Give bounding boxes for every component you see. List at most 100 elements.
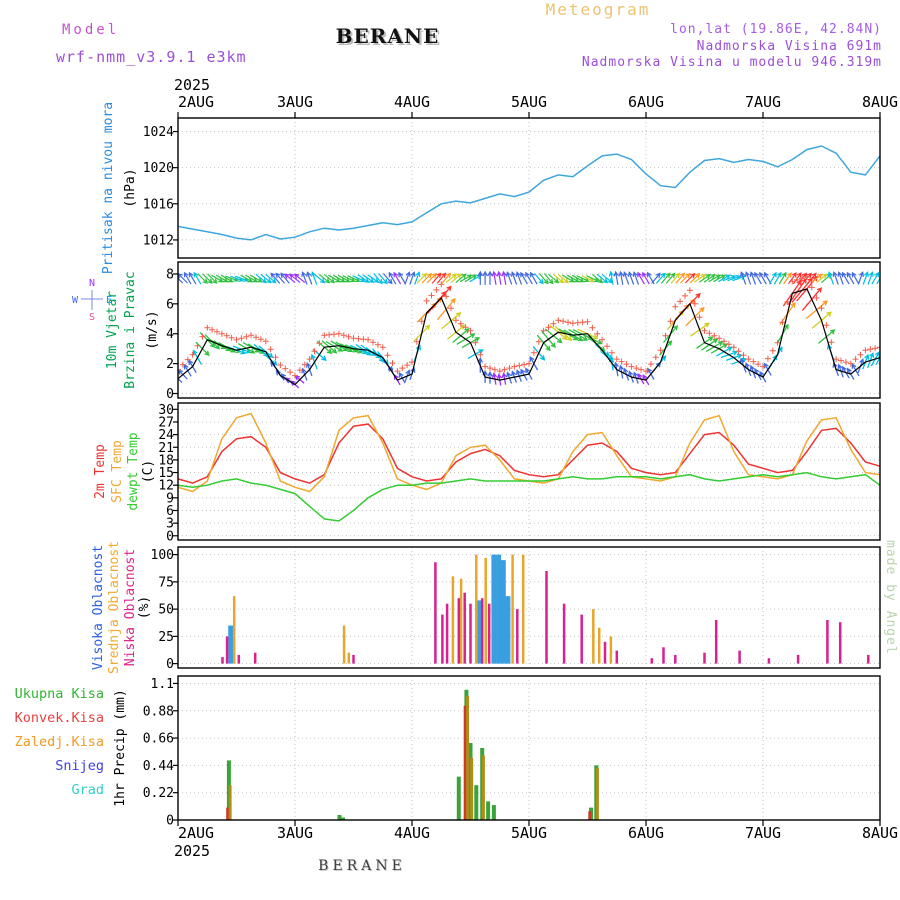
panel-label: 2m Temp — [93, 444, 108, 499]
y-tick-label: 0.66 — [143, 732, 174, 747]
wind-arrow — [749, 271, 757, 285]
y-tick-label: 1024 — [143, 125, 174, 140]
panel-label: dewpt Temp — [126, 432, 141, 510]
wind-border — [177, 261, 881, 399]
wind-arrow — [450, 273, 462, 284]
wind-arrow — [245, 274, 258, 283]
wind-arrow — [642, 271, 650, 285]
wind-arrow — [328, 274, 341, 283]
x-axis-top-label: 4AUG — [394, 93, 430, 111]
wind-arrow — [871, 271, 880, 285]
y-tick-label: 30 — [158, 403, 174, 418]
model-elevation-text: Nadmorska Visina u modelu 946.319m — [581, 55, 882, 70]
y-tick-label: 12 — [158, 479, 174, 494]
wind-arrow — [378, 273, 388, 285]
wind-arrow — [529, 271, 538, 285]
wind-arrow — [426, 272, 437, 284]
wind-arrow — [482, 270, 488, 285]
wind-arrow — [178, 375, 183, 384]
wind-arrow — [270, 272, 281, 284]
wind-arrow — [562, 274, 575, 283]
wind-arrow — [445, 273, 457, 284]
y-tick-label: 75 — [158, 575, 174, 590]
wind-arrow — [323, 273, 336, 284]
y-tick-label: 0 — [166, 657, 174, 672]
y-tick-label: 4 — [166, 327, 174, 342]
lonlat-text: lon,lat (19.86E, 42.84N) — [670, 22, 882, 37]
wind-panel: 0 2 4 6 8 10m Vjetar Brzina i Pravac (m/s) N SW E — [72, 261, 881, 402]
x-axis-bottom-label: 2AUG — [178, 824, 214, 842]
wind-arrow — [314, 273, 326, 284]
wind-arrow — [759, 271, 767, 285]
wind-arrow — [591, 273, 604, 284]
wind-arrow — [431, 272, 442, 284]
wind-arrow — [543, 273, 554, 285]
panel-label: Grad — [71, 782, 104, 798]
model-name: wrf-nmm_v3.9.1 e3km — [56, 48, 247, 66]
wind-arrow — [373, 273, 383, 285]
wind-arrow — [632, 271, 640, 285]
panel-unit: 1hr Precip (mm) — [113, 689, 128, 806]
wind-arrow — [347, 275, 361, 283]
compass-cross — [81, 290, 103, 310]
wind-arrow — [441, 272, 452, 284]
wind-arrow — [260, 273, 272, 284]
panel-label: Brzina i Pravac — [123, 271, 138, 388]
wind-arrow — [178, 277, 184, 284]
panel-unit: (hPa) — [123, 168, 138, 207]
wind-arrow — [496, 270, 502, 285]
wind-arrow — [207, 273, 218, 284]
y-tick-label: 21 — [158, 441, 174, 456]
wind-arrow — [566, 274, 580, 283]
x-axis-bottom-label: 4AUG — [394, 824, 430, 842]
dewpt Temp-line — [177, 471, 881, 522]
y-tick-label: 100 — [151, 548, 174, 563]
y-tick-label: 2 — [166, 357, 174, 372]
wind-arrow — [675, 272, 686, 284]
wind-arrow — [665, 272, 676, 284]
wind-arrow — [718, 274, 731, 283]
wind-arrow — [693, 273, 706, 283]
wind-arrow — [436, 272, 447, 284]
year-bottom-label: 2025 — [174, 842, 210, 860]
pressure-border — [177, 117, 881, 259]
wind-arrow — [698, 273, 711, 283]
wind-arrow — [202, 273, 213, 284]
watermark: made by Angel — [883, 540, 898, 655]
wind-arrow — [293, 273, 306, 284]
wind-arrow — [862, 271, 869, 285]
wind-arrow — [768, 271, 777, 285]
compass-w: W — [72, 295, 79, 306]
pressure-line — [177, 145, 881, 241]
footer-station-caption: BERANE — [318, 858, 406, 874]
wind-arrow — [538, 273, 549, 285]
gust-markers — [178, 273, 880, 379]
wind-arrow — [689, 272, 701, 284]
y-tick-label: 6 — [166, 297, 174, 312]
wind-arrow — [783, 272, 792, 285]
x-axis-top-label: 6AUG — [628, 93, 664, 111]
wind-arrow — [867, 271, 874, 285]
wind-arrow — [703, 273, 716, 283]
wind-arrow — [337, 274, 351, 283]
wind-arrow — [501, 270, 507, 285]
panel-label: Snijeg — [55, 758, 104, 774]
wind-arrow — [388, 271, 397, 285]
wind-arrow — [342, 275, 356, 283]
y-tick-label: 15 — [158, 466, 174, 481]
x-axis-bottom-label: 6AUG — [628, 824, 664, 842]
x-axis-bottom-label: 8AUG — [862, 824, 898, 842]
wind-arrow — [608, 270, 615, 285]
wind-arrow — [637, 271, 645, 285]
wind-arrow — [525, 271, 533, 285]
y-tick-label: 6 — [166, 504, 174, 519]
wind-arrow — [811, 273, 823, 284]
panel-label: Visoka Oblacnost — [91, 545, 106, 670]
wind-arrow — [491, 270, 498, 285]
wind-arrow — [740, 271, 747, 285]
wind-arrow — [851, 271, 860, 285]
x-axis-top-label: 7AUG — [745, 93, 781, 111]
wind-arrow — [188, 271, 197, 285]
wind-arrow — [220, 274, 234, 283]
